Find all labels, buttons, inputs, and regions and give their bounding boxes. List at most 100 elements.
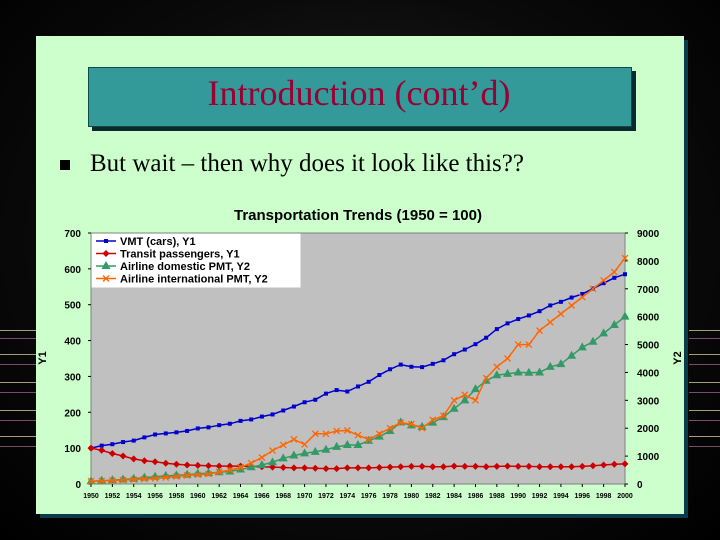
y2-tick-label: 5000 — [637, 341, 660, 352]
data-point-2 — [246, 462, 256, 471]
y1-tick-label: 0 — [75, 480, 81, 491]
data-point-3 — [258, 454, 266, 461]
y1-tick-label: 700 — [64, 229, 81, 240]
data-point-1 — [119, 452, 127, 460]
transportation-trends-chart: Transportation Trends (1950 = 100) 0 100 20… — [37, 207, 684, 500]
data-point-1 — [568, 463, 576, 471]
data-point-2 — [86, 476, 96, 485]
data-point-3 — [472, 396, 479, 404]
data-point-1 — [397, 463, 405, 471]
legend-label: Airline international PMT, Y2 — [120, 274, 268, 286]
data-point-3 — [108, 477, 116, 484]
data-point-3 — [237, 463, 244, 471]
data-point-1 — [610, 460, 618, 468]
y2-tick-label: 2000 — [637, 424, 660, 435]
data-point-2 — [513, 367, 523, 376]
data-point-3 — [621, 254, 629, 262]
x-tick-label: 1964 — [233, 493, 249, 500]
data-point-2 — [588, 336, 598, 345]
legend-swatch-marker — [102, 275, 110, 282]
data-point-1 — [471, 462, 479, 470]
data-point-2 — [620, 311, 630, 320]
y2-tick-label: 7000 — [637, 285, 660, 296]
data-point-1 — [482, 463, 490, 471]
data-point-2 — [460, 395, 470, 404]
data-point-0 — [505, 321, 510, 326]
data-point-2 — [289, 450, 299, 459]
data-point-3 — [482, 374, 490, 382]
x-tick-label: 1956 — [147, 493, 163, 500]
data-point-3 — [87, 477, 95, 485]
data-point-3 — [247, 459, 255, 467]
data-point-3 — [450, 396, 458, 404]
data-point-1 — [183, 461, 191, 469]
data-point-3 — [194, 471, 202, 479]
bullet-text: But wait – then why does it look like th… — [90, 150, 524, 177]
data-point-1 — [557, 463, 565, 471]
data-point-1 — [172, 460, 180, 468]
data-point-0 — [142, 435, 147, 440]
data-point-0 — [398, 362, 403, 367]
data-point-2 — [332, 441, 342, 450]
data-point-3 — [568, 302, 576, 309]
x-tick-label: 1980 — [404, 493, 420, 500]
data-point-0 — [291, 404, 296, 409]
data-point-0 — [174, 430, 179, 435]
data-point-0 — [302, 400, 307, 405]
y1-tick-label: 500 — [64, 301, 81, 312]
data-point-0 — [313, 397, 318, 402]
data-point-1 — [333, 465, 341, 473]
x-tick-label: 1960 — [190, 493, 206, 500]
x-tick-label: 1996 — [574, 493, 590, 500]
title-box — [88, 67, 632, 127]
data-point-0 — [270, 412, 275, 417]
data-point-1 — [461, 462, 469, 470]
data-point-0 — [195, 426, 200, 431]
slide-title: Introduction (cont’d) — [207, 73, 511, 113]
data-point-1 — [130, 455, 138, 463]
data-point-0 — [356, 384, 360, 389]
data-point-0 — [99, 443, 104, 448]
data-point-1 — [162, 459, 170, 467]
data-point-1 — [621, 460, 629, 468]
data-point-3 — [418, 424, 426, 432]
data-point-3 — [205, 470, 212, 478]
data-point-2 — [300, 448, 310, 457]
y1-tick-label: 100 — [64, 444, 81, 455]
data-point-0 — [121, 440, 126, 445]
data-point-1 — [279, 464, 287, 472]
data-point-1 — [204, 462, 212, 470]
data-point-1 — [600, 461, 608, 469]
data-point-3 — [98, 477, 106, 485]
data-point-0 — [377, 372, 382, 377]
data-point-0 — [430, 361, 435, 366]
x-tick-label: 1966 — [254, 493, 270, 500]
data-point-2 — [353, 439, 363, 448]
data-point-2 — [524, 367, 534, 376]
x-tick-label: 1984 — [446, 493, 462, 500]
data-point-3 — [504, 355, 511, 362]
data-point-0 — [217, 423, 222, 428]
data-point-3 — [290, 435, 298, 443]
x-tick-label: 1994 — [553, 493, 569, 500]
x-tick-label: 1958 — [169, 493, 185, 500]
data-point-0 — [623, 272, 627, 277]
data-point-0 — [548, 303, 553, 308]
data-point-0 — [612, 275, 617, 280]
data-point-0 — [345, 389, 350, 394]
x-tick-label: 1950 — [83, 493, 99, 500]
data-point-2 — [278, 453, 288, 462]
data-point-2 — [374, 431, 384, 440]
data-point-0 — [227, 421, 232, 426]
legend-label: Airline domestic PMT, Y2 — [120, 261, 250, 273]
data-point-0 — [526, 313, 531, 318]
data-point-2 — [385, 426, 395, 435]
data-point-2 — [599, 328, 609, 337]
data-point-2 — [449, 403, 459, 412]
data-point-1 — [589, 462, 597, 470]
data-point-0 — [462, 347, 467, 352]
y2-tick-label: 3000 — [637, 396, 660, 407]
data-point-3 — [610, 268, 618, 276]
data-point-1 — [87, 444, 95, 452]
data-point-1 — [301, 464, 309, 472]
